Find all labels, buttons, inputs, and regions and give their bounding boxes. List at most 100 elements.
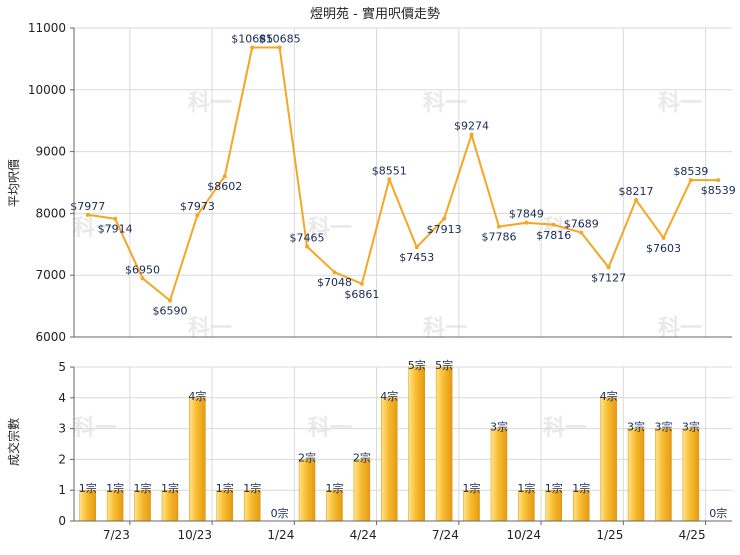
price-point-label: $6861 [344,288,379,301]
price-axis-label: 平均呎價 [7,159,21,207]
axes-layer: 6000 7000 8000 9000 10000 11000 0 1 2 3 4 5 7/23 10/2… [28,21,732,542]
price-point [634,197,639,202]
count-bar-label: 1宗 [161,481,179,495]
x-tick-label: 1/25 [596,528,623,542]
count-bars [79,366,700,522]
price-point-label: $8217 [619,185,654,198]
price-y-tick-label: 11000 [28,21,66,35]
x-tick-label: 10/24 [506,528,541,542]
count-bar-label: 2宗 [298,450,316,464]
price-line [87,46,719,302]
count-bar-label: 5宗 [408,358,426,372]
price-point-label: $8539 [701,184,736,197]
count-bar-label: 3宗 [627,420,645,434]
price-point-label: $7048 [317,276,352,289]
price-point-label: $7689 [564,218,599,231]
count-bar-label: 3宗 [654,420,672,434]
count-bar-label: 1宗 [216,481,234,495]
count-bar [353,459,371,522]
count-bar [490,428,508,522]
price-y-tick-label: 10000 [28,83,66,97]
count-bar-label: 1宗 [572,481,590,495]
count-bar [600,397,617,522]
price-point-label: $8551 [372,164,407,177]
count-bar [627,428,645,522]
watermark-text: 科一 [73,216,117,241]
price-point-label: $7786 [481,231,516,244]
count-bar-label: 1宗 [545,481,563,495]
price-point [332,270,337,275]
price-point [305,244,310,249]
price-point-label: $6950 [125,263,160,276]
x-tick-label: 10/23 [177,528,212,542]
price-point [195,213,200,218]
count-bar-label: 1宗 [243,481,261,495]
count-bar [298,459,316,522]
price-point [277,45,282,50]
count-bar [435,366,453,522]
price-point [222,174,227,179]
count-bar [408,366,425,522]
price-point-label: $7127 [591,271,626,284]
count-bar-label: 1宗 [463,481,481,495]
price-point [661,235,666,240]
price-point-label: $7914 [98,223,133,236]
count-bar [682,428,700,522]
price-point [414,245,419,250]
price-y-tick-label: 9000 [35,145,66,159]
price-y-tick-label: 8000 [35,206,66,220]
price-point [167,298,172,303]
price-point-label: $10685 [259,32,301,45]
x-tick-label: 1/24 [267,528,294,542]
price-point-label: $7973 [180,200,215,213]
price-point-label: $6590 [152,305,187,318]
x-tick-label: 7/23 [103,528,130,542]
count-bar-label: 1宗 [134,481,152,495]
count-bar [381,397,398,522]
count-bar-label: 1宗 [106,481,124,495]
price-point [524,220,529,225]
watermark-text: 科一 [308,216,352,241]
price-point-label: $8602 [207,180,242,193]
count-y-tick-label: 0 [58,514,66,528]
price-point [496,224,501,229]
chart-title: 煜明苑 - 實用呎價走勢 [310,6,440,22]
price-point [579,230,584,235]
price-point [469,132,474,137]
count-bar-label: 3宗 [490,420,508,434]
price-point [359,281,364,286]
count-bar-label: 4宗 [380,389,398,403]
price-point-label: $7977 [70,200,105,213]
count-bar-label: 3宗 [682,420,700,434]
price-point-label: $7849 [509,208,544,221]
price-point [606,265,611,270]
count-bar [655,428,672,522]
x-tick-label: 7/24 [432,528,459,542]
count-y-tick-label: 1 [58,483,66,497]
price-point-label: $7453 [399,251,434,264]
price-y-tick-label: 6000 [35,330,66,344]
price-line-layer [85,45,721,303]
price-y-tick-label: 7000 [35,268,66,282]
count-bar-label: 2宗 [353,450,371,464]
count-bar-label: 5宗 [435,358,453,372]
x-tick-label: 4/24 [350,528,377,542]
price-point [688,178,693,183]
price-point [716,178,721,183]
count-bar-label: 4宗 [188,389,206,403]
count-y-tick-label: 3 [58,422,66,436]
price-point [85,212,90,217]
price-point [551,222,556,227]
count-axis-label: 成交宗數 [6,418,21,466]
watermark-text: 科一 [423,91,467,116]
price-point [113,216,118,221]
x-tick-label: 4/25 [679,528,706,542]
price-point-label: $7816 [536,229,571,242]
count-bar-label: 4宗 [600,389,618,403]
price-point-label: $7913 [427,223,462,236]
price-point-label: $10685 [231,32,273,45]
count-y-tick-label: 2 [58,452,66,466]
price-point [442,216,447,221]
